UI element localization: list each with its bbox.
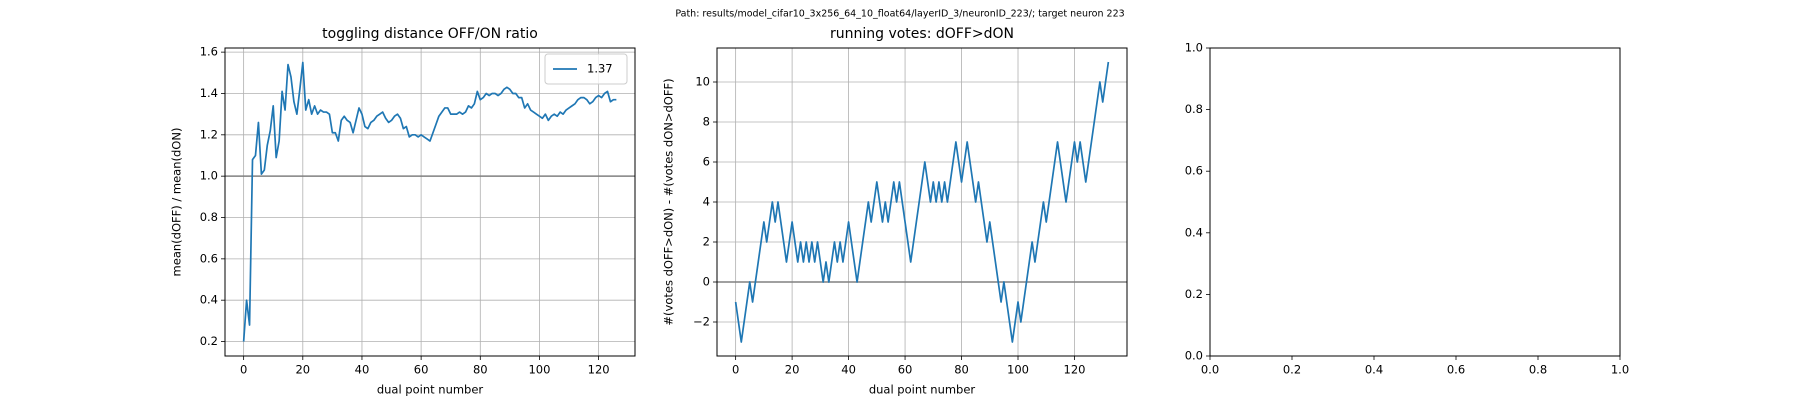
- suptitle: Path: results/model_cifar10_3x256_64_10_…: [675, 9, 1124, 20]
- x-tick-label: 80: [954, 363, 969, 377]
- x-tick-label: 40: [355, 363, 370, 377]
- x-tick-label: 1.0: [1611, 363, 1629, 377]
- legend-label: 1.37: [587, 62, 613, 76]
- y-axis-label: mean(dOFF) / mean(dON): [170, 128, 184, 277]
- axes-frame: [716, 47, 1128, 357]
- y-tick-label: 0.4: [200, 293, 218, 307]
- x-tick-label: 20: [785, 363, 800, 377]
- y-tick-label: 1.2: [200, 127, 218, 141]
- x-tick-label: 20: [295, 363, 310, 377]
- x-tick-label: 100: [528, 363, 550, 377]
- x-tick-label: 60: [898, 363, 913, 377]
- x-axis-label: dual point number: [869, 383, 976, 397]
- axes-title: toggling distance OFF/ON ratio: [322, 26, 538, 42]
- y-tick-label: 0.8: [1185, 102, 1203, 116]
- y-tick-label: 0.6: [200, 251, 218, 265]
- axes-title: running votes: dOFF>dON: [830, 26, 1014, 42]
- axes-frame: [224, 47, 636, 357]
- y-tick-label: 0.8: [200, 210, 218, 224]
- x-tick-label: 0.4: [1365, 363, 1383, 377]
- x-tick-label: 0.8: [1529, 363, 1547, 377]
- axes-frame: [1209, 47, 1621, 357]
- x-tick-label: 100: [1007, 363, 1029, 377]
- x-tick-label: 0.2: [1283, 363, 1301, 377]
- y-axis-label: #(votes dOFF>dON) - #(votes dON>dOFF): [662, 78, 676, 325]
- y-tick-label: 0.2: [1185, 287, 1203, 301]
- x-tick-label: 60: [414, 363, 429, 377]
- legend-box: [544, 53, 628, 85]
- y-tick-label: 0.6: [1185, 164, 1203, 178]
- y-tick-label: 2: [703, 235, 710, 249]
- y-tick-label: 0.4: [1185, 225, 1203, 239]
- y-tick-label: 1.0: [200, 169, 218, 183]
- y-tick-label: 1.6: [200, 45, 218, 59]
- x-tick-label: 120: [1064, 363, 1086, 377]
- y-tick-label: 1.4: [200, 86, 218, 100]
- y-tick-label: 0.2: [200, 334, 218, 348]
- x-tick-label: 120: [588, 363, 610, 377]
- y-tick-label: 0: [703, 275, 710, 289]
- y-tick-label: 10: [695, 75, 710, 89]
- y-tick-label: 6: [703, 155, 710, 169]
- y-tick-label: 0.0: [1185, 349, 1203, 363]
- data-line: [242, 61, 617, 342]
- x-tick-label: 0.6: [1447, 363, 1465, 377]
- y-tick-label: 1.0: [1185, 41, 1203, 55]
- y-tick-label: −2: [693, 315, 710, 329]
- x-tick-label: 0: [240, 363, 247, 377]
- y-tick-label: 8: [703, 115, 710, 129]
- x-tick-label: 0: [732, 363, 739, 377]
- x-tick-label: 80: [473, 363, 488, 377]
- y-tick-label: 4: [703, 195, 710, 209]
- x-axis-label: dual point number: [377, 383, 484, 397]
- x-tick-label: 40: [841, 363, 856, 377]
- data-line: [734, 61, 1110, 343]
- x-tick-label: 0.0: [1201, 363, 1219, 377]
